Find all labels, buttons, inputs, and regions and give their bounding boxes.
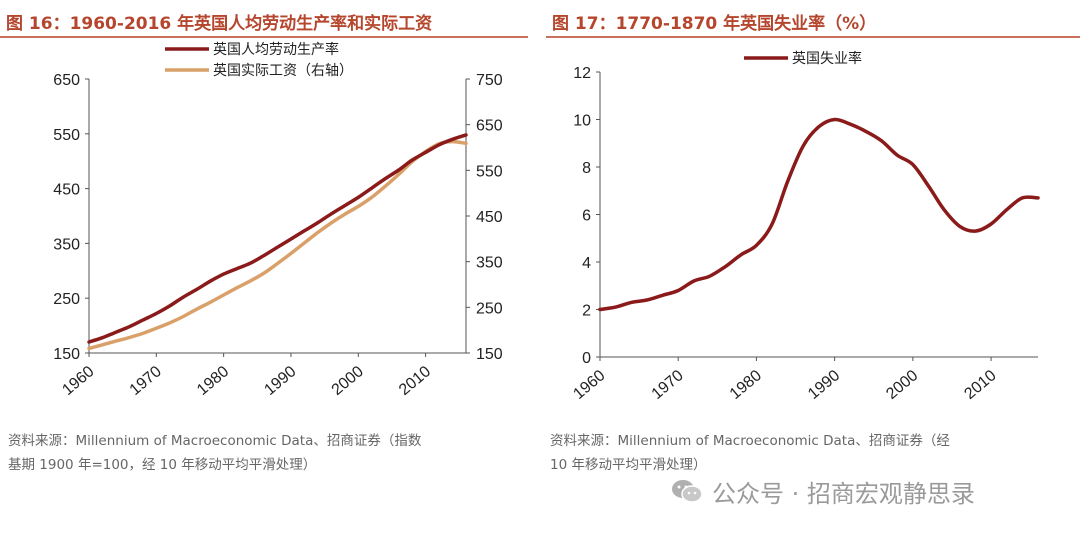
y2-tick-label: 550 — [476, 163, 503, 180]
x-tick-label: 1970 — [127, 363, 165, 399]
y2-tick-label: 450 — [476, 209, 503, 226]
right-source-line2: 10 年移动平均平滑处理） — [550, 457, 707, 473]
y-tick-label: 650 — [53, 72, 80, 89]
right-chart-title: 图 17：1770-1870 年英国失业率（%） — [552, 14, 877, 34]
watermark: 公众号 · 招商宏观静思录 — [670, 476, 975, 508]
wechat-icon — [672, 480, 703, 503]
y-tick-label: 0 — [582, 350, 591, 367]
x-tick-label: 1980 — [727, 367, 765, 403]
x-tick-label: 1990 — [261, 363, 299, 399]
x-tick-label: 2010 — [961, 367, 999, 403]
right-source-line1: 资料来源：Millennium of Macroeconomic Data、招商… — [550, 433, 950, 449]
y-tick-label: 6 — [582, 208, 591, 225]
x-tick-label: 2000 — [329, 363, 367, 399]
y-tick-label: 10 — [573, 113, 591, 130]
x-tick-label: 1960 — [570, 367, 608, 403]
x-tick-label: 2010 — [396, 363, 434, 399]
right-title-rule — [546, 36, 1080, 38]
watermark-text: 公众号 · 招商宏观静思录 — [712, 479, 975, 508]
unemployment-line — [598, 117, 1040, 312]
x-tick-label: 1970 — [649, 367, 687, 403]
y2-tick-label: 250 — [476, 300, 503, 317]
right-chart: 0 2 4 6 8 10 12 1960 1970 1980 1990 2000 2010 英国失业率 — [570, 50, 1040, 403]
left-title-rule — [0, 36, 528, 38]
y-tick-label: 250 — [53, 291, 80, 308]
left-source-note: 资料来源：Millennium of Macroeconomic Data、招商… — [8, 429, 421, 477]
y-tick-label: 4 — [582, 255, 591, 272]
x-tick-label: 1980 — [194, 363, 232, 399]
right-source-note: 资料来源：Millennium of Macroeconomic Data、招商… — [550, 429, 950, 477]
x-tick-label: 2000 — [883, 367, 921, 403]
x-tick-label: 1960 — [59, 363, 97, 399]
y-tick-label: 2 — [582, 303, 591, 320]
left-chart-title: 图 16：1960-2016 年英国人均劳动生产率和实际工资 — [6, 14, 433, 34]
y2-tick-label: 150 — [476, 346, 503, 363]
y2-tick-label: 650 — [476, 118, 503, 135]
wages-line — [87, 139, 468, 351]
y-tick-label: 550 — [53, 127, 80, 144]
legend-label: 英国实际工资（右轴） — [213, 62, 353, 78]
left-chart: 150 250 350 450 550 650 150 250 350 450 550 650 750 1… — [53, 41, 503, 399]
x-tick-label: 1990 — [805, 367, 843, 403]
y-tick-label: 8 — [582, 160, 591, 177]
y2-tick-label: 350 — [476, 255, 503, 272]
y2-tick-label: 750 — [476, 72, 503, 89]
legend-label: 英国人均劳动生产率 — [213, 41, 339, 57]
left-source-line2: 基期 1900 年=100，经 10 年移动平均平滑处理） — [8, 457, 317, 473]
y-tick-label: 150 — [53, 346, 80, 363]
y-tick-label: 12 — [573, 65, 591, 82]
left-source-line1: 资料来源：Millennium of Macroeconomic Data、招商… — [8, 433, 422, 449]
productivity-line — [87, 133, 468, 344]
y-tick-label: 450 — [53, 182, 80, 199]
y-tick-label: 350 — [53, 236, 80, 253]
legend-label: 英国失业率 — [792, 50, 862, 66]
